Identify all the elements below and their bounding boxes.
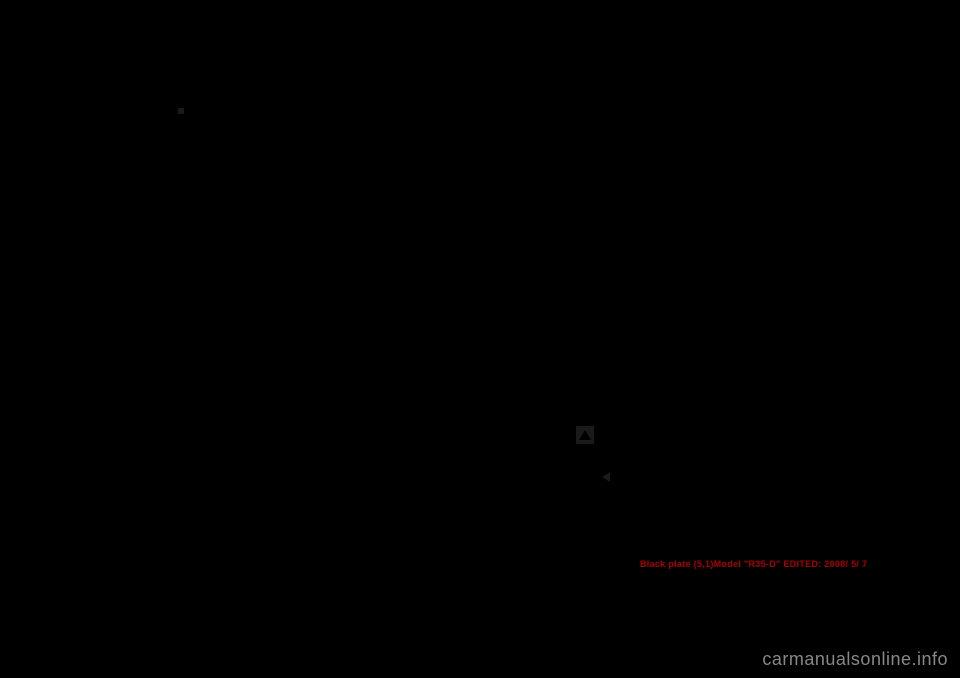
watermark-text: carmanualsonline.info: [762, 649, 948, 670]
bullet-icon: [178, 108, 184, 114]
manual-page: Black plate (5,1)Model "R35-D" EDITED: 2…: [0, 0, 960, 678]
arrow-left-icon: [602, 472, 610, 482]
warning-triangle-icon: [579, 430, 591, 440]
warning-icon: [576, 426, 594, 444]
edition-info-text: Black plate (5,1)Model "R35-D" EDITED: 2…: [640, 559, 867, 569]
